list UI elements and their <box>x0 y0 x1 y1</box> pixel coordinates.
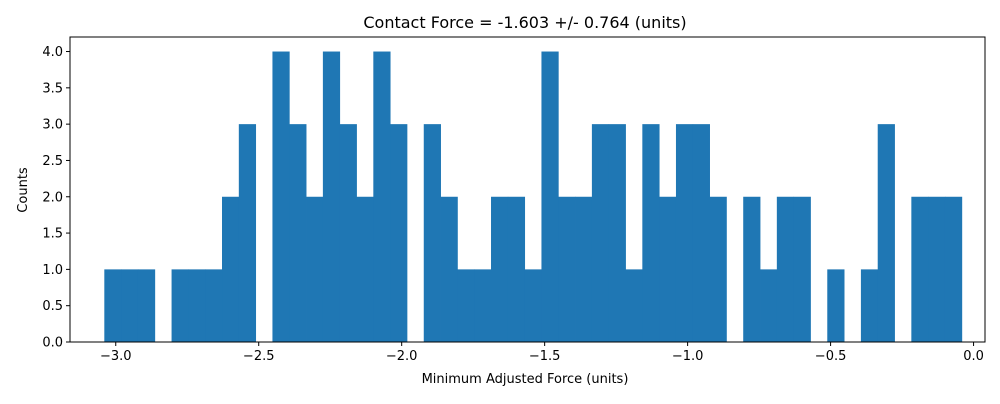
histogram-bar <box>507 196 526 342</box>
histogram-bar <box>440 196 458 342</box>
y-tick-label: 2.5 <box>42 154 63 169</box>
histogram-bar <box>524 269 542 342</box>
histogram-bar <box>743 196 761 342</box>
y-axis: 0.0 0.5 1.0 1.5 2.0 2.5 3.0 3.5 4.0 <box>42 45 70 351</box>
y-tick-label: 0.0 <box>42 336 63 351</box>
histogram-bar <box>289 124 307 343</box>
bars-group <box>104 51 963 343</box>
plot-frame <box>69 36 986 343</box>
histogram-bar <box>390 124 408 343</box>
x-tick-label: −1.0 <box>672 349 704 364</box>
y-tick-label: 0.5 <box>42 299 63 314</box>
x-tick-label: −2.0 <box>386 349 418 364</box>
x-tick-label: −3.0 <box>100 349 132 364</box>
histogram-bar <box>558 196 576 342</box>
histogram-bar <box>877 124 895 343</box>
histogram-bar <box>171 269 189 342</box>
histogram-bar <box>760 269 778 342</box>
histogram-bar <box>827 269 845 342</box>
x-tick-label: −0.5 <box>815 349 847 364</box>
histogram-bar <box>793 196 811 342</box>
y-tick-label: 1.0 <box>42 263 63 278</box>
histogram-bar <box>306 196 324 342</box>
y-tick-label: 3.0 <box>42 118 63 133</box>
histogram-bar <box>373 51 391 343</box>
histogram-bar <box>675 124 694 343</box>
x-axis-label: Minimum Adjusted Force (units) <box>422 372 629 387</box>
histogram-bar <box>104 269 122 342</box>
histogram-bar <box>692 124 710 343</box>
y-tick-label: 2.0 <box>42 190 63 205</box>
y-tick-label: 3.5 <box>42 81 63 96</box>
histogram-bar <box>928 196 946 342</box>
histogram-bar <box>709 196 727 342</box>
histogram-bar <box>188 269 206 342</box>
histogram-bar <box>356 196 374 342</box>
histogram-bar <box>322 51 341 343</box>
x-tick-label: −2.5 <box>243 349 275 364</box>
x-tick-label: −1.5 <box>529 349 561 364</box>
histogram-bar <box>659 196 677 342</box>
histogram-bar <box>272 51 290 343</box>
histogram-bar <box>137 269 156 342</box>
histogram-bar <box>541 51 559 343</box>
histogram-bar <box>776 196 795 342</box>
histogram-bar <box>423 124 441 343</box>
histogram-bar <box>457 269 475 342</box>
x-tick-label: 0.0 <box>963 349 984 364</box>
histogram-bar <box>944 196 963 342</box>
histogram-bar <box>339 124 357 343</box>
histogram-bar <box>860 269 879 342</box>
histogram-bar <box>642 124 660 343</box>
histogram-bar <box>474 269 492 342</box>
histogram-bar <box>625 269 643 342</box>
histogram-bar <box>222 196 240 342</box>
x-axis: −3.0 −2.5 −2.0 −1.5 −1.0 −0.5 0.0 <box>100 342 984 364</box>
y-tick-label: 4.0 <box>42 45 63 60</box>
chart-title: Contact Force = -1.603 +/- 0.764 (units) <box>363 13 686 32</box>
histogram-bar <box>911 196 929 342</box>
histogram-bar <box>608 124 626 343</box>
y-axis-label: Counts <box>16 167 31 213</box>
histogram-bar <box>491 196 509 342</box>
histogram-bar <box>575 196 593 342</box>
histogram-bar <box>205 269 223 342</box>
y-tick-label: 1.5 <box>42 227 63 242</box>
histogram-bar <box>121 269 139 342</box>
histogram-bar <box>591 124 610 343</box>
histogram-bar <box>238 124 257 343</box>
